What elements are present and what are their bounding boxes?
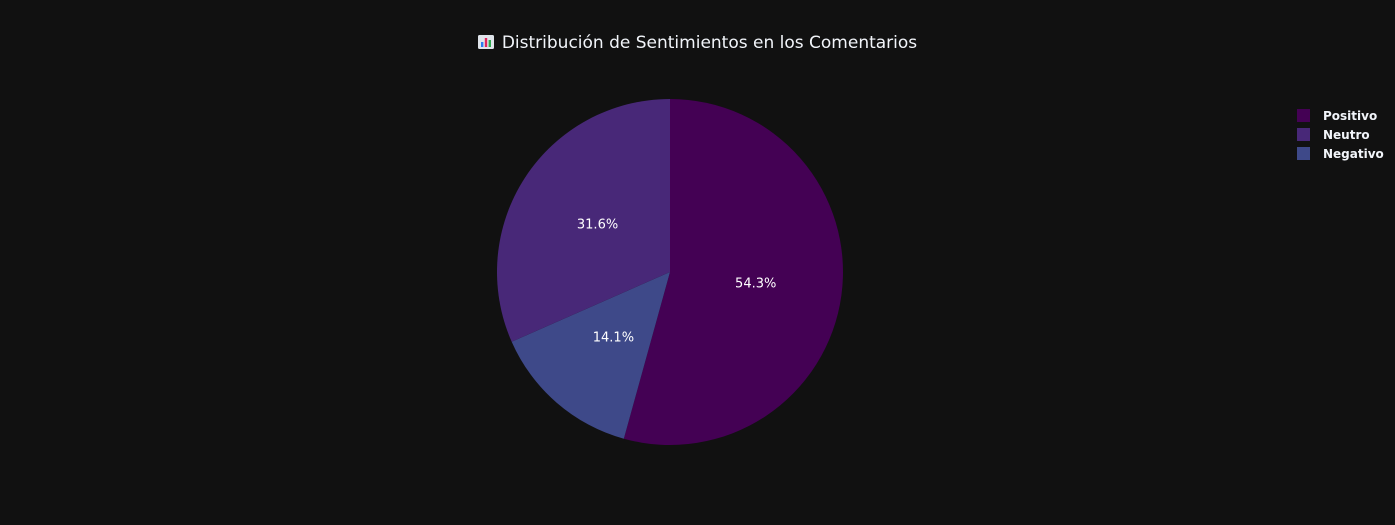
legend-swatch — [1297, 147, 1310, 160]
slice-label-negativo: 31.6% — [577, 218, 618, 233]
legend-label: Neutro — [1323, 128, 1370, 142]
legend-item-negativo[interactable]: Negativo — [1297, 144, 1384, 163]
legend: Positivo Neutro Negativo — [1297, 106, 1384, 163]
legend-item-neutro[interactable]: Neutro — [1297, 125, 1384, 144]
legend-item-positivo[interactable]: Positivo — [1297, 106, 1384, 125]
legend-swatch — [1297, 109, 1310, 122]
slice-label-neutro: 14.1% — [593, 330, 634, 345]
legend-label: Positivo — [1323, 109, 1377, 123]
legend-label: Negativo — [1323, 147, 1384, 161]
legend-swatch — [1297, 128, 1310, 141]
slice-label-positivo: 54.3% — [735, 277, 776, 292]
